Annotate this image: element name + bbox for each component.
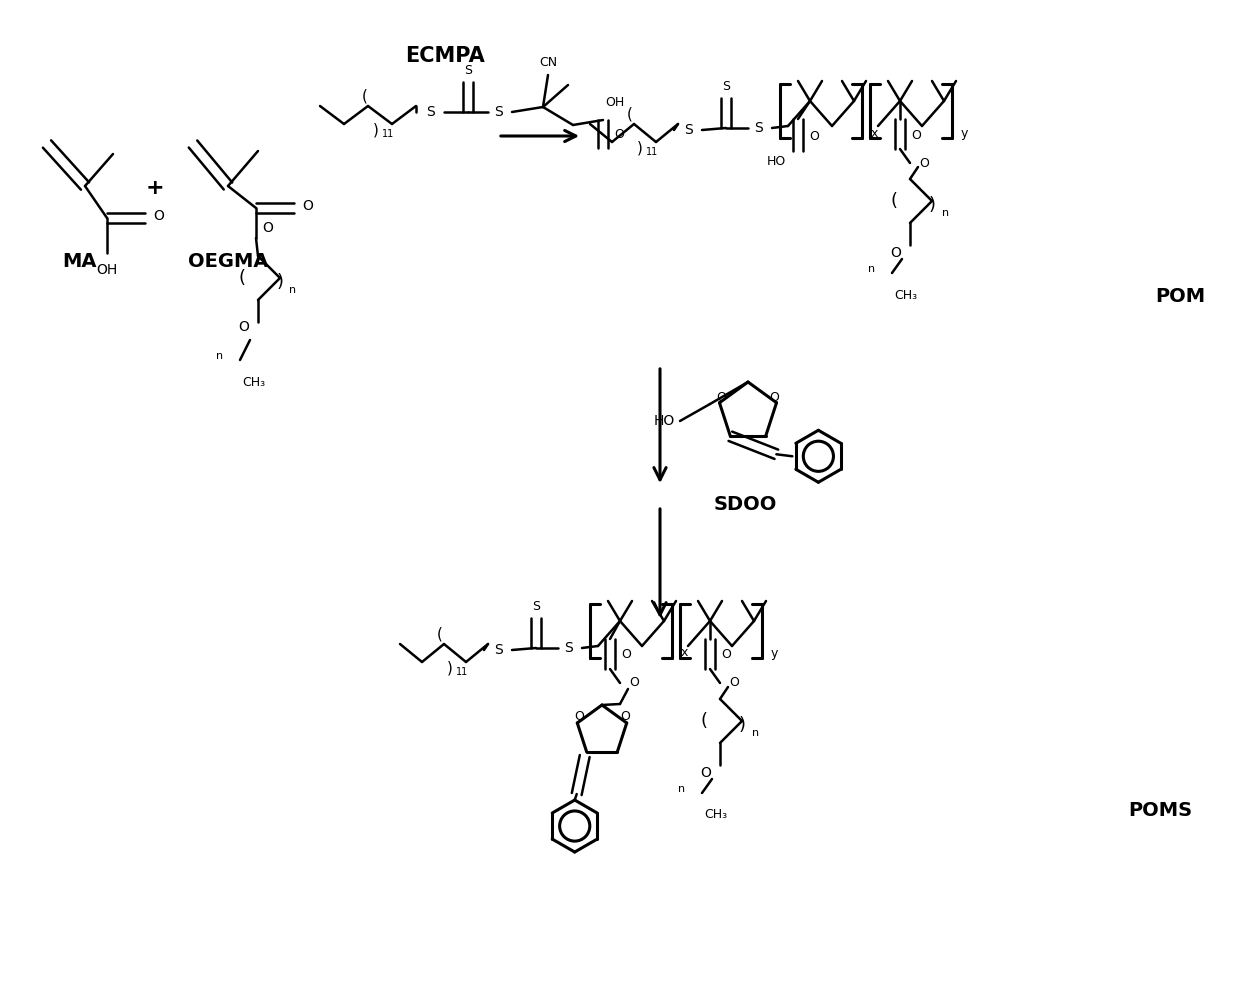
Text: O: O	[701, 766, 712, 780]
Text: S: S	[532, 600, 539, 613]
Text: ): )	[277, 273, 284, 291]
Text: O: O	[890, 246, 901, 260]
Text: y: y	[960, 127, 967, 140]
Text: CH₃: CH₃	[704, 809, 728, 822]
Text: SDOO: SDOO	[713, 495, 776, 513]
Text: (: (	[701, 712, 708, 730]
Text: OH: OH	[97, 263, 118, 277]
Text: OH: OH	[605, 96, 624, 109]
Text: S: S	[683, 123, 692, 137]
Text: HO: HO	[766, 155, 786, 168]
Text: ): )	[739, 716, 745, 734]
Text: S: S	[754, 121, 763, 135]
Text: (: (	[238, 269, 246, 287]
Text: n: n	[678, 784, 686, 794]
Text: (: (	[627, 107, 632, 122]
Text: O: O	[621, 649, 631, 662]
Text: CH₃: CH₃	[894, 289, 918, 302]
Text: O: O	[717, 391, 727, 404]
Text: O: O	[919, 157, 929, 169]
Text: S: S	[464, 63, 472, 76]
Text: O: O	[574, 710, 584, 723]
Text: S: S	[494, 643, 502, 657]
Text: O: O	[722, 649, 730, 662]
Text: 11: 11	[646, 147, 658, 157]
Text: n: n	[289, 285, 296, 295]
Text: S: S	[564, 641, 573, 655]
Text: 11: 11	[382, 129, 394, 139]
Text: y: y	[770, 647, 777, 660]
Text: ECMPA: ECMPA	[405, 46, 485, 66]
Text: S: S	[425, 105, 434, 119]
Text: x: x	[681, 647, 688, 660]
Text: O: O	[263, 221, 274, 235]
Text: S: S	[494, 105, 502, 119]
Text: O: O	[911, 129, 921, 142]
Text: POMS: POMS	[1128, 802, 1192, 821]
Text: n: n	[217, 351, 223, 361]
Text: +: +	[145, 178, 165, 198]
Text: O: O	[729, 676, 739, 689]
Text: (: (	[436, 627, 443, 642]
Text: ): )	[448, 661, 453, 675]
Text: HO: HO	[653, 414, 675, 428]
Text: CN: CN	[539, 55, 557, 68]
Text: OEGMA: OEGMA	[187, 252, 268, 271]
Text: CH₃: CH₃	[243, 375, 265, 388]
Text: ): )	[637, 141, 642, 156]
Text: O: O	[770, 391, 780, 404]
Text: O: O	[303, 199, 314, 213]
Text: MA: MA	[63, 252, 97, 271]
Text: S: S	[722, 79, 730, 93]
Text: O: O	[238, 320, 249, 334]
Text: POM: POM	[1154, 287, 1205, 306]
Text: (: (	[890, 192, 898, 210]
Text: O: O	[154, 209, 165, 223]
Text: ): )	[373, 123, 379, 138]
Text: O: O	[808, 130, 818, 143]
Text: O: O	[614, 129, 624, 142]
Text: O: O	[629, 676, 639, 689]
Text: O: O	[620, 710, 630, 723]
Text: n: n	[942, 208, 950, 218]
Text: n: n	[868, 264, 875, 274]
Text: ): )	[929, 196, 935, 214]
Text: 11: 11	[456, 667, 469, 677]
Text: x: x	[870, 127, 878, 140]
Text: n: n	[753, 728, 760, 738]
Text: (: (	[362, 89, 368, 104]
